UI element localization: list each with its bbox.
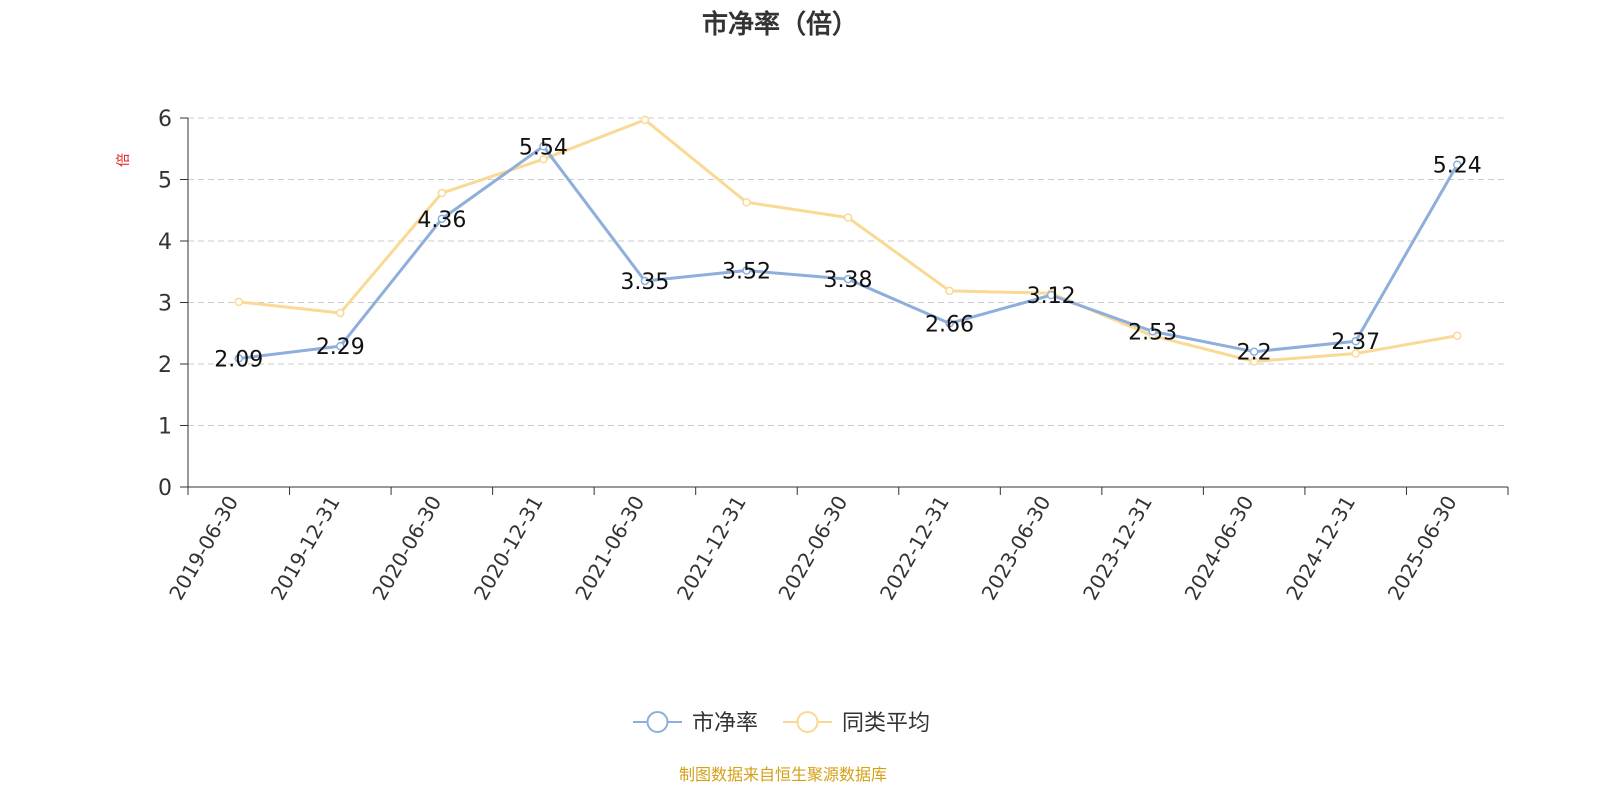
data-point-pb[interactable]	[234, 354, 244, 363]
data-label: 2.37	[1331, 330, 1380, 355]
data-point-pb[interactable]	[1249, 347, 1259, 356]
data-label: 2.53	[1128, 320, 1177, 345]
data-point-peer-avg[interactable]	[437, 188, 447, 198]
data-point-peer-avg[interactable]	[1351, 349, 1360, 358]
y-tick-label: 4	[158, 230, 172, 255]
data-point-peer-avg[interactable]	[336, 308, 345, 318]
legend-item-peer-avg[interactable]: 同类平均	[783, 711, 930, 736]
legend-peer-avg-label: 同类平均	[842, 711, 930, 736]
x-tick-label: 2024-06-30	[1180, 492, 1259, 605]
data-point-peer-avg[interactable]	[945, 286, 954, 296]
y-tick-label: 1	[158, 415, 172, 440]
x-tick-label: 2021-06-30	[570, 492, 649, 605]
x-tick-label: 2025-06-30	[1383, 492, 1462, 605]
legend-pb-circle-icon	[646, 711, 669, 733]
data-point-peer-avg[interactable]	[1452, 331, 1462, 340]
legend: 市净率 同类平均	[633, 711, 930, 736]
data-point-pb[interactable]	[1046, 290, 1056, 300]
data-label: 2.29	[316, 335, 365, 360]
data-label: 3.35	[620, 270, 669, 295]
data-point-peer-avg[interactable]	[1249, 357, 1259, 366]
data-point-pb[interactable]	[640, 276, 650, 286]
x-tick-label: 2019-12-31	[266, 492, 345, 605]
data-point-peer-avg[interactable]	[843, 213, 853, 222]
data-point-peer-avg[interactable]	[234, 297, 244, 307]
grid-lines	[188, 117, 1508, 426]
x-tick-label: 2022-06-30	[773, 492, 852, 605]
x-tick-label: 2019-06-30	[164, 492, 243, 605]
data-point-peer-avg[interactable]	[742, 198, 751, 207]
data-point-pb[interactable]	[336, 341, 345, 351]
y-tick-label: 6	[158, 107, 172, 132]
legend-peer-avg-circle-icon	[796, 711, 819, 733]
y-axis-label: 倍	[116, 153, 132, 167]
x-tick-label: 2020-12-31	[469, 492, 548, 605]
legend-item-pb[interactable]: 市净率	[633, 711, 758, 736]
data-point-pb[interactable]	[1452, 160, 1462, 169]
data-point-pb[interactable]	[1351, 336, 1360, 346]
data-point-pb[interactable]	[742, 266, 751, 275]
data-label: 2.09	[214, 347, 263, 372]
data-point-peer-avg[interactable]	[539, 154, 548, 164]
x-tick-label: 2020-06-30	[367, 492, 446, 605]
x-tick-label: 2023-06-30	[977, 492, 1056, 605]
legend-pb-label: 市净率	[692, 711, 758, 736]
x-tick-label: 2024-12-31	[1281, 492, 1360, 605]
data-point-peer-avg[interactable]	[640, 115, 650, 125]
y-tick-label: 2	[158, 353, 172, 378]
data-label: 4.36	[417, 208, 466, 233]
data-source-note: 制图数据来自恒生聚源数据库	[679, 765, 887, 784]
y-tick-label: 5	[158, 169, 172, 194]
data-point-pb[interactable]	[539, 142, 548, 151]
data-label: 2.2	[1237, 341, 1272, 366]
data-label: 3.12	[1027, 284, 1076, 309]
data-label: 3.38	[824, 268, 873, 293]
data-labels: 2.09 2.29 4.36 5.54 3.35 3.52 3.38 2.66 3.12 2.53…	[214, 135, 1481, 372]
data-label: 5.54	[519, 135, 568, 160]
x-tick-label: 2021-12-31	[672, 492, 751, 605]
series-lines	[234, 115, 1462, 366]
data-point-pb[interactable]	[843, 274, 853, 284]
data-point-pb[interactable]	[945, 319, 954, 328]
data-label: 3.52	[722, 260, 771, 285]
chart-title: 市净率（倍）	[702, 9, 858, 40]
data-point-pb[interactable]	[1148, 327, 1157, 336]
y-tick-label: 3	[158, 292, 172, 317]
series-line-pb	[238, 144, 1459, 360]
data-point-pb[interactable]	[437, 214, 447, 224]
data-label: 2.66	[925, 312, 974, 337]
data-label: 5.24	[1433, 154, 1482, 179]
x-tick-label: 2022-12-31	[875, 492, 954, 605]
y-tick-label: 0	[158, 476, 172, 501]
x-tick-label: 2023-12-31	[1078, 492, 1157, 605]
